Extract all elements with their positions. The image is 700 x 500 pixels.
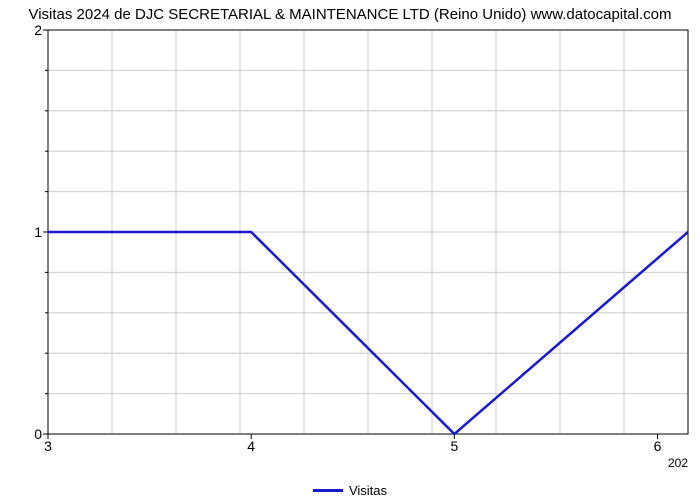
plot-area xyxy=(0,0,700,500)
visits-chart: Visitas 2024 de DJC SECRETARIAL & MAINTE… xyxy=(0,0,700,500)
legend-item-visitas: Visitas xyxy=(313,483,387,498)
legend-label: Visitas xyxy=(349,483,387,498)
legend-swatch-icon xyxy=(313,489,343,492)
legend: Visitas xyxy=(0,479,700,498)
